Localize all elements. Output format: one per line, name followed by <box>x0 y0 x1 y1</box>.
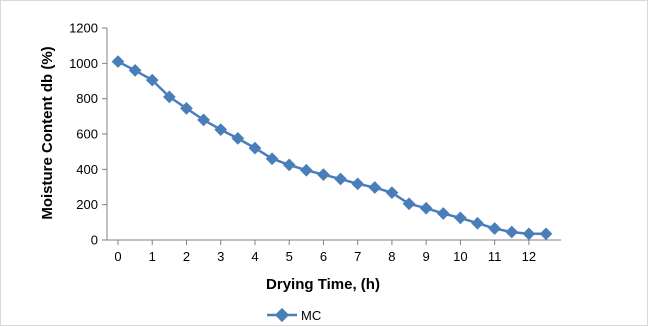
x-axis-title: Drying Time, (h) <box>266 276 380 293</box>
x-tick-label: 3 <box>217 249 224 264</box>
x-tick-label: 9 <box>423 249 430 264</box>
data-point <box>214 123 228 136</box>
data-point <box>248 141 262 155</box>
y-tick-label: 1200 <box>69 21 98 36</box>
x-tick-label: 12 <box>522 249 536 264</box>
data-point <box>351 177 365 191</box>
data-point <box>488 222 502 235</box>
y-tick-label: 800 <box>76 91 98 106</box>
x-tick-label: 2 <box>183 249 190 264</box>
data-point <box>111 55 125 68</box>
data-point <box>402 197 416 211</box>
y-tick-label: 0 <box>91 233 98 248</box>
x-tick-label: 10 <box>453 249 467 264</box>
data-point <box>162 90 176 104</box>
legend-marker <box>274 307 290 323</box>
y-tick-label: 200 <box>76 197 98 212</box>
data-point <box>197 113 210 127</box>
x-tick-label: 1 <box>149 249 156 264</box>
y-tick-label: 600 <box>76 127 98 142</box>
data-point <box>368 181 382 194</box>
y-tick-label: 1000 <box>69 56 98 71</box>
data-point <box>231 132 245 145</box>
y-axis-title: Moisture Content db (%) <box>39 46 56 219</box>
data-point <box>419 201 433 215</box>
data-point <box>145 73 159 87</box>
x-tick-label: 8 <box>388 249 395 264</box>
x-tick-label: 0 <box>114 249 121 264</box>
data-point <box>334 172 347 186</box>
x-tick-label: 5 <box>286 249 293 264</box>
data-point <box>128 64 142 77</box>
data-point <box>282 158 296 172</box>
data-point <box>505 225 519 239</box>
data-point <box>385 186 399 200</box>
data-point <box>299 163 313 177</box>
legend: MC <box>267 307 321 323</box>
data-point <box>471 216 484 230</box>
x-tick-label: 11 <box>488 249 502 264</box>
data-point <box>522 227 536 241</box>
series-line <box>117 60 546 236</box>
data-point <box>265 152 279 166</box>
data-point <box>539 227 553 241</box>
data-point <box>454 211 467 225</box>
data-point <box>180 102 193 115</box>
x-tick-label: 4 <box>251 249 258 264</box>
legend-label: MC <box>301 308 321 323</box>
data-point <box>436 207 450 220</box>
data-point <box>317 168 330 181</box>
x-tick-label: 6 <box>320 249 327 264</box>
y-tick-label: 400 <box>76 162 98 177</box>
x-tick-label: 7 <box>354 249 361 264</box>
